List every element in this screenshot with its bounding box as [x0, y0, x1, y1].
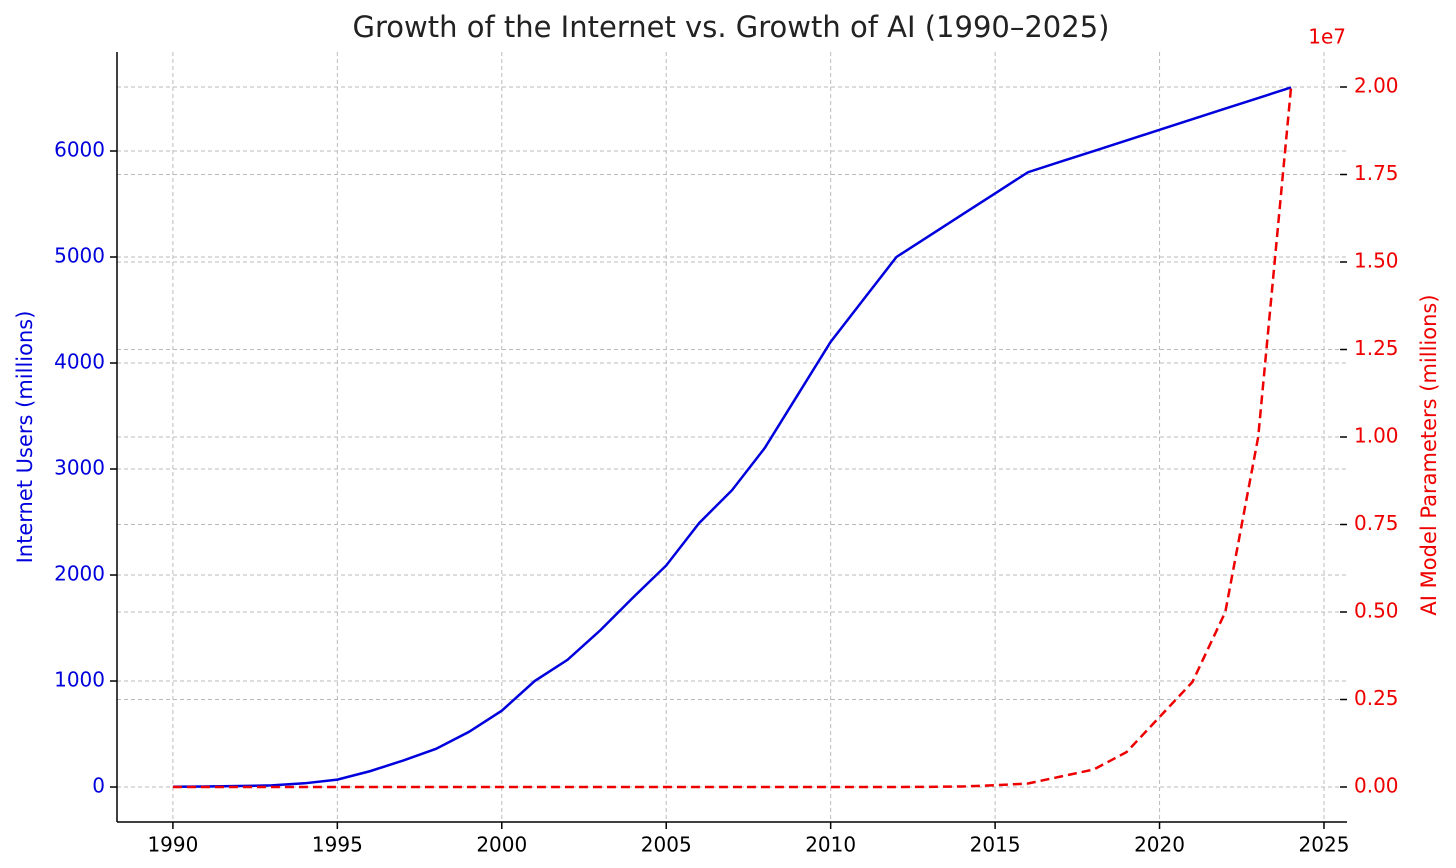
x-tick-label: 2015 [970, 833, 1021, 857]
x-tick-label: 2020 [1134, 833, 1185, 857]
x-tick-label: 2005 [641, 833, 692, 857]
y-tick-label: 4000 [54, 350, 105, 374]
y-tick-label: 5000 [54, 244, 105, 268]
y-tick-label: 6000 [54, 138, 105, 162]
y2-offset-label: 1e7 [1308, 25, 1346, 49]
y2-tick-label: 0.50 [1354, 599, 1399, 623]
y2-tick-label: 2.00 [1354, 74, 1399, 98]
y-tick-label: 1000 [54, 668, 105, 692]
x-tick-label: 2025 [1299, 833, 1350, 857]
y-tick-label: 2000 [54, 562, 105, 586]
x-tick-label: 2000 [476, 833, 527, 857]
y2-tick-label: 1.75 [1354, 161, 1399, 185]
y-axis-label: Internet Users (millions) [13, 311, 37, 564]
y2-tick-label: 0.00 [1354, 774, 1399, 798]
y-tick-label: 0 [92, 774, 105, 798]
chart-title: Growth of the Internet vs. Growth of AI … [353, 10, 1110, 44]
y2-tick-label: 1.50 [1354, 249, 1399, 273]
y2-tick-label: 0.75 [1354, 511, 1399, 535]
x-tick-label: 1995 [312, 833, 363, 857]
y2-tick-label: 1.25 [1354, 336, 1399, 360]
y-tick-label: 3000 [54, 456, 105, 480]
data-line [172, 86, 1293, 789]
y2-tick-label: 1.00 [1354, 424, 1399, 448]
x-tick-label: 1990 [147, 833, 198, 857]
y2-tick-label: 0.25 [1354, 686, 1399, 710]
x-tick-label: 2010 [805, 833, 856, 857]
y2-axis-label: AI Model Parameters (millions) [1417, 294, 1441, 615]
data-line [172, 86, 1292, 788]
